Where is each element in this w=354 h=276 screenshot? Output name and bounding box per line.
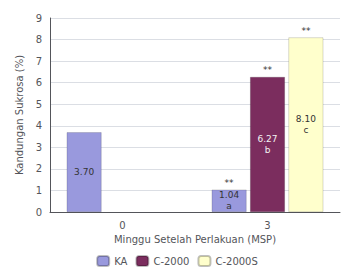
svg-text:9: 9: [36, 13, 42, 24]
svg-text:0: 0: [36, 207, 42, 218]
svg-text:Kandungan Sukrosa (%): Kandungan Sukrosa (%): [14, 55, 25, 175]
svg-text:**: **: [263, 65, 273, 75]
svg-text:6.27: 6.27: [257, 134, 277, 144]
svg-text:c: c: [303, 125, 308, 135]
svg-text:a: a: [226, 201, 232, 211]
svg-text:5: 5: [36, 99, 42, 110]
svg-text:2: 2: [36, 163, 42, 174]
svg-text:1.04: 1.04: [219, 190, 239, 200]
svg-text:3: 3: [36, 142, 42, 153]
svg-text:8: 8: [36, 34, 42, 45]
svg-text:C-2000S: C-2000S: [215, 256, 257, 267]
svg-text:KA: KA: [114, 256, 127, 267]
svg-text:0: 0: [119, 220, 125, 231]
svg-text:8.10: 8.10: [296, 114, 316, 124]
svg-text:1: 1: [36, 185, 42, 196]
svg-text:**: **: [225, 178, 235, 188]
svg-text:Minggu Setelah Perlakuan (MSP): Minggu Setelah Perlakuan (MSP): [114, 234, 276, 245]
svg-text:6: 6: [36, 77, 42, 88]
svg-text:C-2000: C-2000: [153, 256, 189, 267]
svg-text:3.70: 3.70: [74, 167, 94, 177]
svg-text:**: **: [301, 26, 311, 36]
svg-text:b: b: [265, 145, 271, 155]
svg-text:4: 4: [36, 120, 42, 131]
svg-text:7: 7: [36, 56, 42, 67]
svg-text:3: 3: [264, 220, 270, 231]
